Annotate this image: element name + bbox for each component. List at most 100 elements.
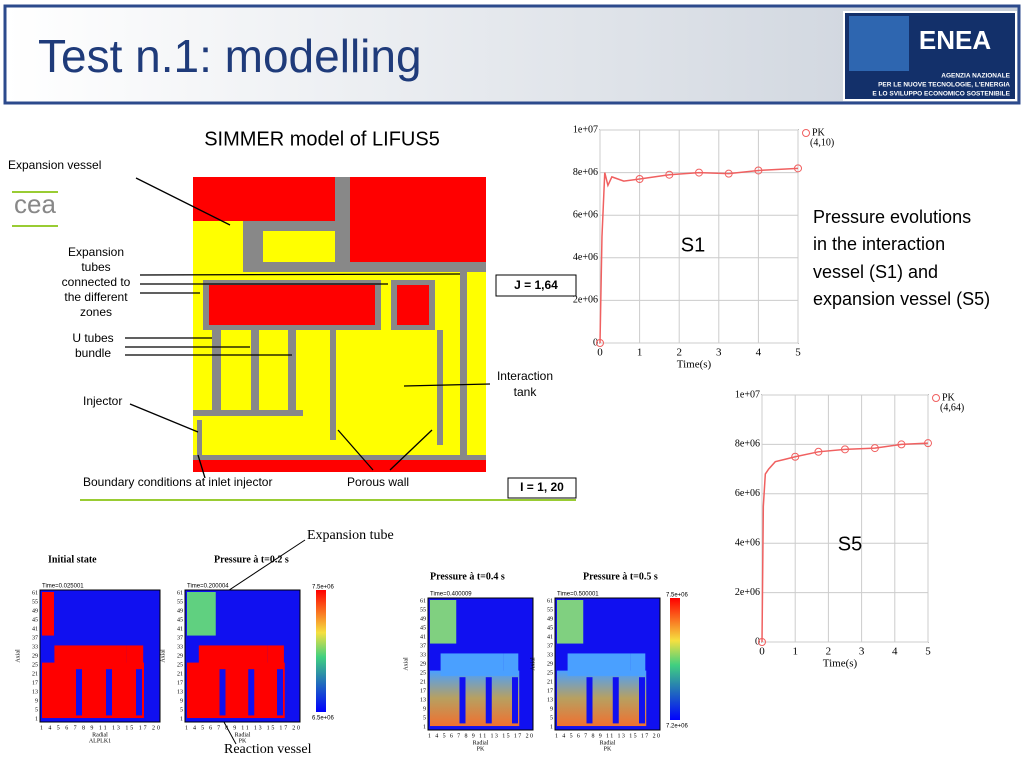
tube [106,669,112,716]
field-upper [430,600,457,644]
label: Reaction vessel [224,742,312,757]
x-tick-label: 3 [859,646,865,658]
field-upper [557,600,584,644]
marker [814,447,823,456]
tube [639,677,645,724]
axis-x: Radial [92,732,108,738]
legend-text: PK [942,392,956,403]
axis-y: Axial [403,657,409,671]
y-tick-label: 61 [177,590,183,596]
cea-logo: cea [14,189,56,219]
y-tick-label: 49 [547,616,553,622]
y-tick-label: 9 [550,706,553,712]
marker [924,439,932,448]
logo-art [849,16,909,71]
y-tick-label: 2e+06 [573,295,598,306]
y-tick-label: 41 [32,626,38,632]
pressure-line [599,167,799,344]
y-tick-label: 25 [32,662,38,668]
time-label: Time=0.400009 [430,592,472,598]
y-tick-label: 45 [547,625,553,631]
y-tick-label: 33 [420,652,426,658]
y-tick-label: 5 [180,707,183,713]
x-tick-label: 0 [597,347,603,359]
tube [136,669,142,716]
legend-marker [802,129,810,137]
y-tick-label: 17 [547,688,553,694]
label: Expansion tube [307,528,394,543]
snapshot: Pressure à t=0.4 s Time=0.400009 61 55 49 45 4… [403,571,534,752]
tube [459,677,466,724]
time-label: Time=0.200004 [187,584,229,590]
label: U tubes [72,331,113,345]
field-lower [42,662,144,719]
field-lower [187,662,285,719]
field-lower [557,670,647,727]
marker [635,174,644,183]
desc-line: expansion vessel (S5) [813,289,990,309]
y-tick-label: 33 [547,652,553,658]
frame [184,589,301,723]
field-lower [430,670,520,727]
marker [665,170,674,179]
y-tick-label: 1e+07 [573,124,598,135]
snapshot: Initial state Time=0.025001 61 55 49 45 41 37 33… [15,554,161,744]
snapshot-title: Initial state [48,554,97,565]
marker [870,444,879,453]
label: Interaction [497,369,553,383]
snapshot-title: Pressure à t=0.2 s [214,554,289,565]
y-tick-label: 13 [420,697,426,703]
y-tick-label: 17 [177,680,183,686]
plot-name: S5 [838,533,862,555]
y-tick-label: 5 [35,707,38,713]
y-tick-label: 61 [420,598,426,604]
y-tick-label: 29 [420,661,426,667]
snapshot-title: Pressure à t=0.4 s [430,571,505,582]
title: Test n.1: modelling [38,30,422,82]
label: Injector [83,394,122,408]
tube [219,669,226,716]
x-tick-label: 1 4 5 6 7 8 9 11 13 15 17 20 [40,725,160,731]
x-axis-label: Time(s) [677,359,712,371]
y-tick-label: 29 [547,661,553,667]
marker [758,638,766,646]
label: J = 1,64 [514,278,558,292]
y-tick-label: 13 [32,689,38,695]
y-tick-label: 8e+06 [573,167,598,178]
marker [754,166,763,175]
y-tick-label: 6e+06 [573,209,598,220]
y-tick-label: 2e+06 [735,587,760,598]
y-tick-label: 33 [177,644,183,650]
colorbar-label: 7.2e+06 [666,724,689,730]
y-tick-label: 37 [177,635,183,641]
y-tick-label: 49 [420,616,426,622]
legend-text: (4,64) [940,402,964,413]
axis-x: Radial [600,740,616,746]
label: Expansion vessel [8,158,101,172]
zone [267,645,284,668]
y-tick-label: 55 [177,599,183,605]
y-tick-label: 1 [550,724,553,730]
y-tick-label: 13 [547,697,553,703]
frame [427,597,534,731]
x-tick-label: 3 [716,347,722,359]
tube [586,677,593,724]
logo-name: ENEA [919,25,991,55]
y-tick-label: 49 [177,608,183,614]
colorbar-label: 7.5e+06 [312,585,335,591]
y-tick-label: 45 [177,617,183,623]
marker [841,445,849,454]
tube [277,669,283,716]
tube [248,669,255,716]
logo-line: AGENZIA NAZIONALE [941,73,1010,80]
y-tick-label: 8e+06 [735,439,760,450]
axis-x: Radial [235,732,251,738]
y-tick-label: 61 [32,590,38,596]
y-tick-label: 5 [423,715,426,721]
variable: ALPLK1 [89,738,111,744]
y-tick-label: 9 [180,698,183,704]
y-tick-label: 55 [547,607,553,613]
desc-line: Pressure evolutions [813,207,971,227]
x-tick-label: 5 [925,646,931,658]
